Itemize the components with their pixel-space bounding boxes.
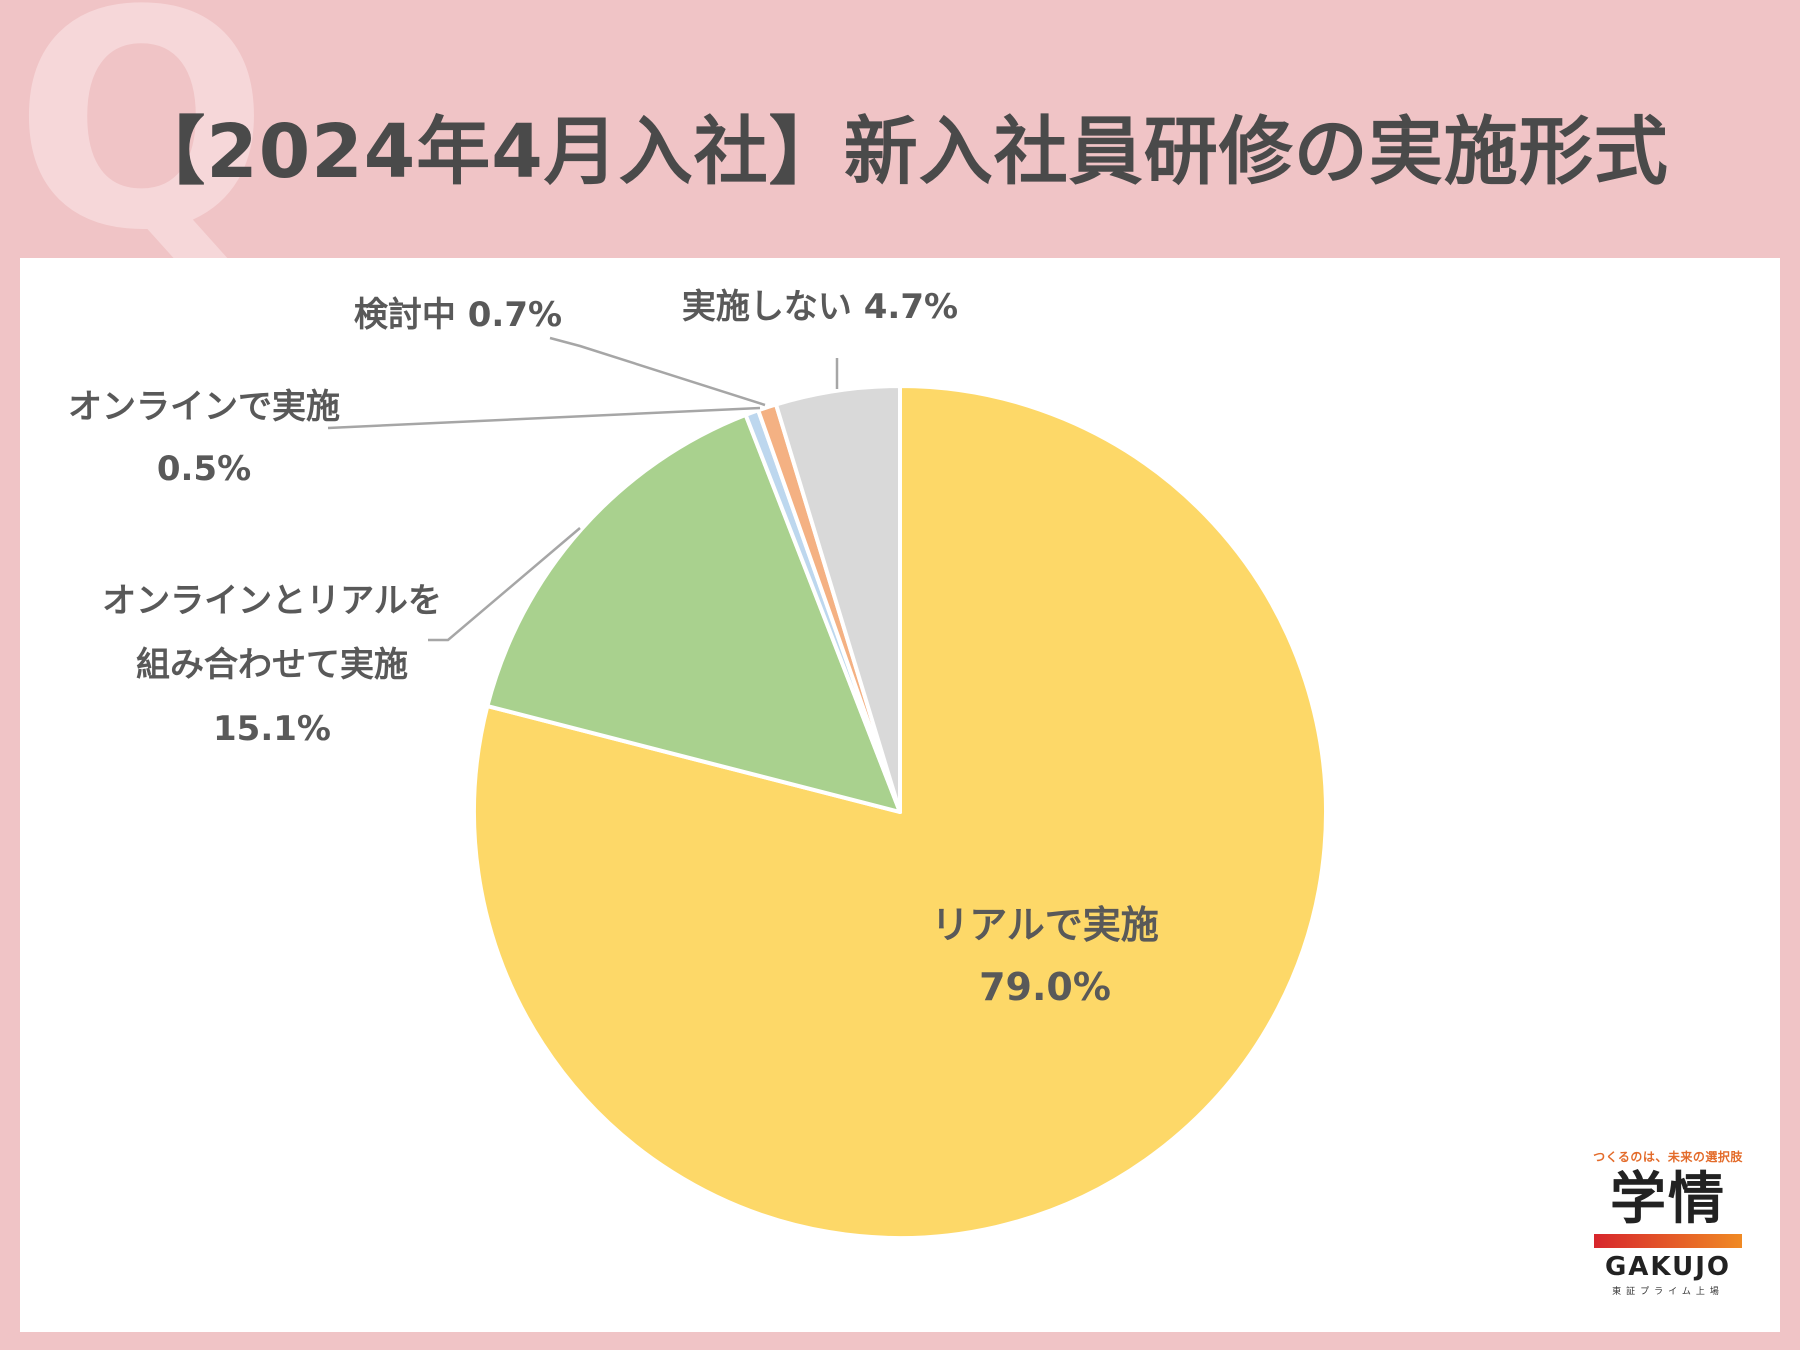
logo-mark: 学情	[1610, 1167, 1726, 1232]
leader-line-online	[327, 406, 761, 430]
pie-slice-5	[774, 384, 902, 814]
label-online-name: オンラインで実施	[68, 387, 340, 427]
label-online-pct: 0.5%	[157, 449, 251, 489]
label-combo-line1: オンラインとリアルを	[102, 581, 442, 621]
label-combo-line2: 組み合わせて実施	[136, 645, 408, 685]
pie-slices	[472, 384, 1328, 1240]
page-title: 【2024年4月入社】新入社員研修の実施形式	[131, 109, 1669, 195]
logo-bar	[1594, 1233, 1742, 1248]
leader-lines	[327, 336, 839, 642]
gakujo-logo: つくるのは、未来の選択肢 学情 GAKUJO 東証プライム上場	[1588, 1148, 1748, 1318]
label-real-name: リアルで実施	[931, 903, 1159, 947]
pie-chart: リアルで実施 79.0% オンラインとリアルを 組み合わせて実施 15.1% オ…	[68, 287, 1328, 1240]
label-real-pct: 79.0%	[979, 965, 1111, 1009]
pie-slice-2	[485, 412, 902, 814]
logo-brand: GAKUJO	[1604, 1251, 1732, 1282]
chart-panel: リアルで実施 79.0% オンラインとリアルを 組み合わせて実施 15.1% オ…	[20, 258, 1780, 1332]
logo-tagline: つくるのは、未来の選択肢	[1593, 1150, 1743, 1164]
leader-line-kentou	[549, 336, 766, 407]
label-combo-pct: 15.1%	[213, 709, 331, 749]
background-q-letter: Q	[14, 0, 270, 296]
leader-line-combo	[428, 527, 581, 642]
label-shinai: 実施しない 4.7%	[682, 287, 958, 327]
label-kentou: 検討中 0.7%	[354, 295, 562, 335]
logo-sub: 東証プライム上場	[1612, 1286, 1724, 1297]
